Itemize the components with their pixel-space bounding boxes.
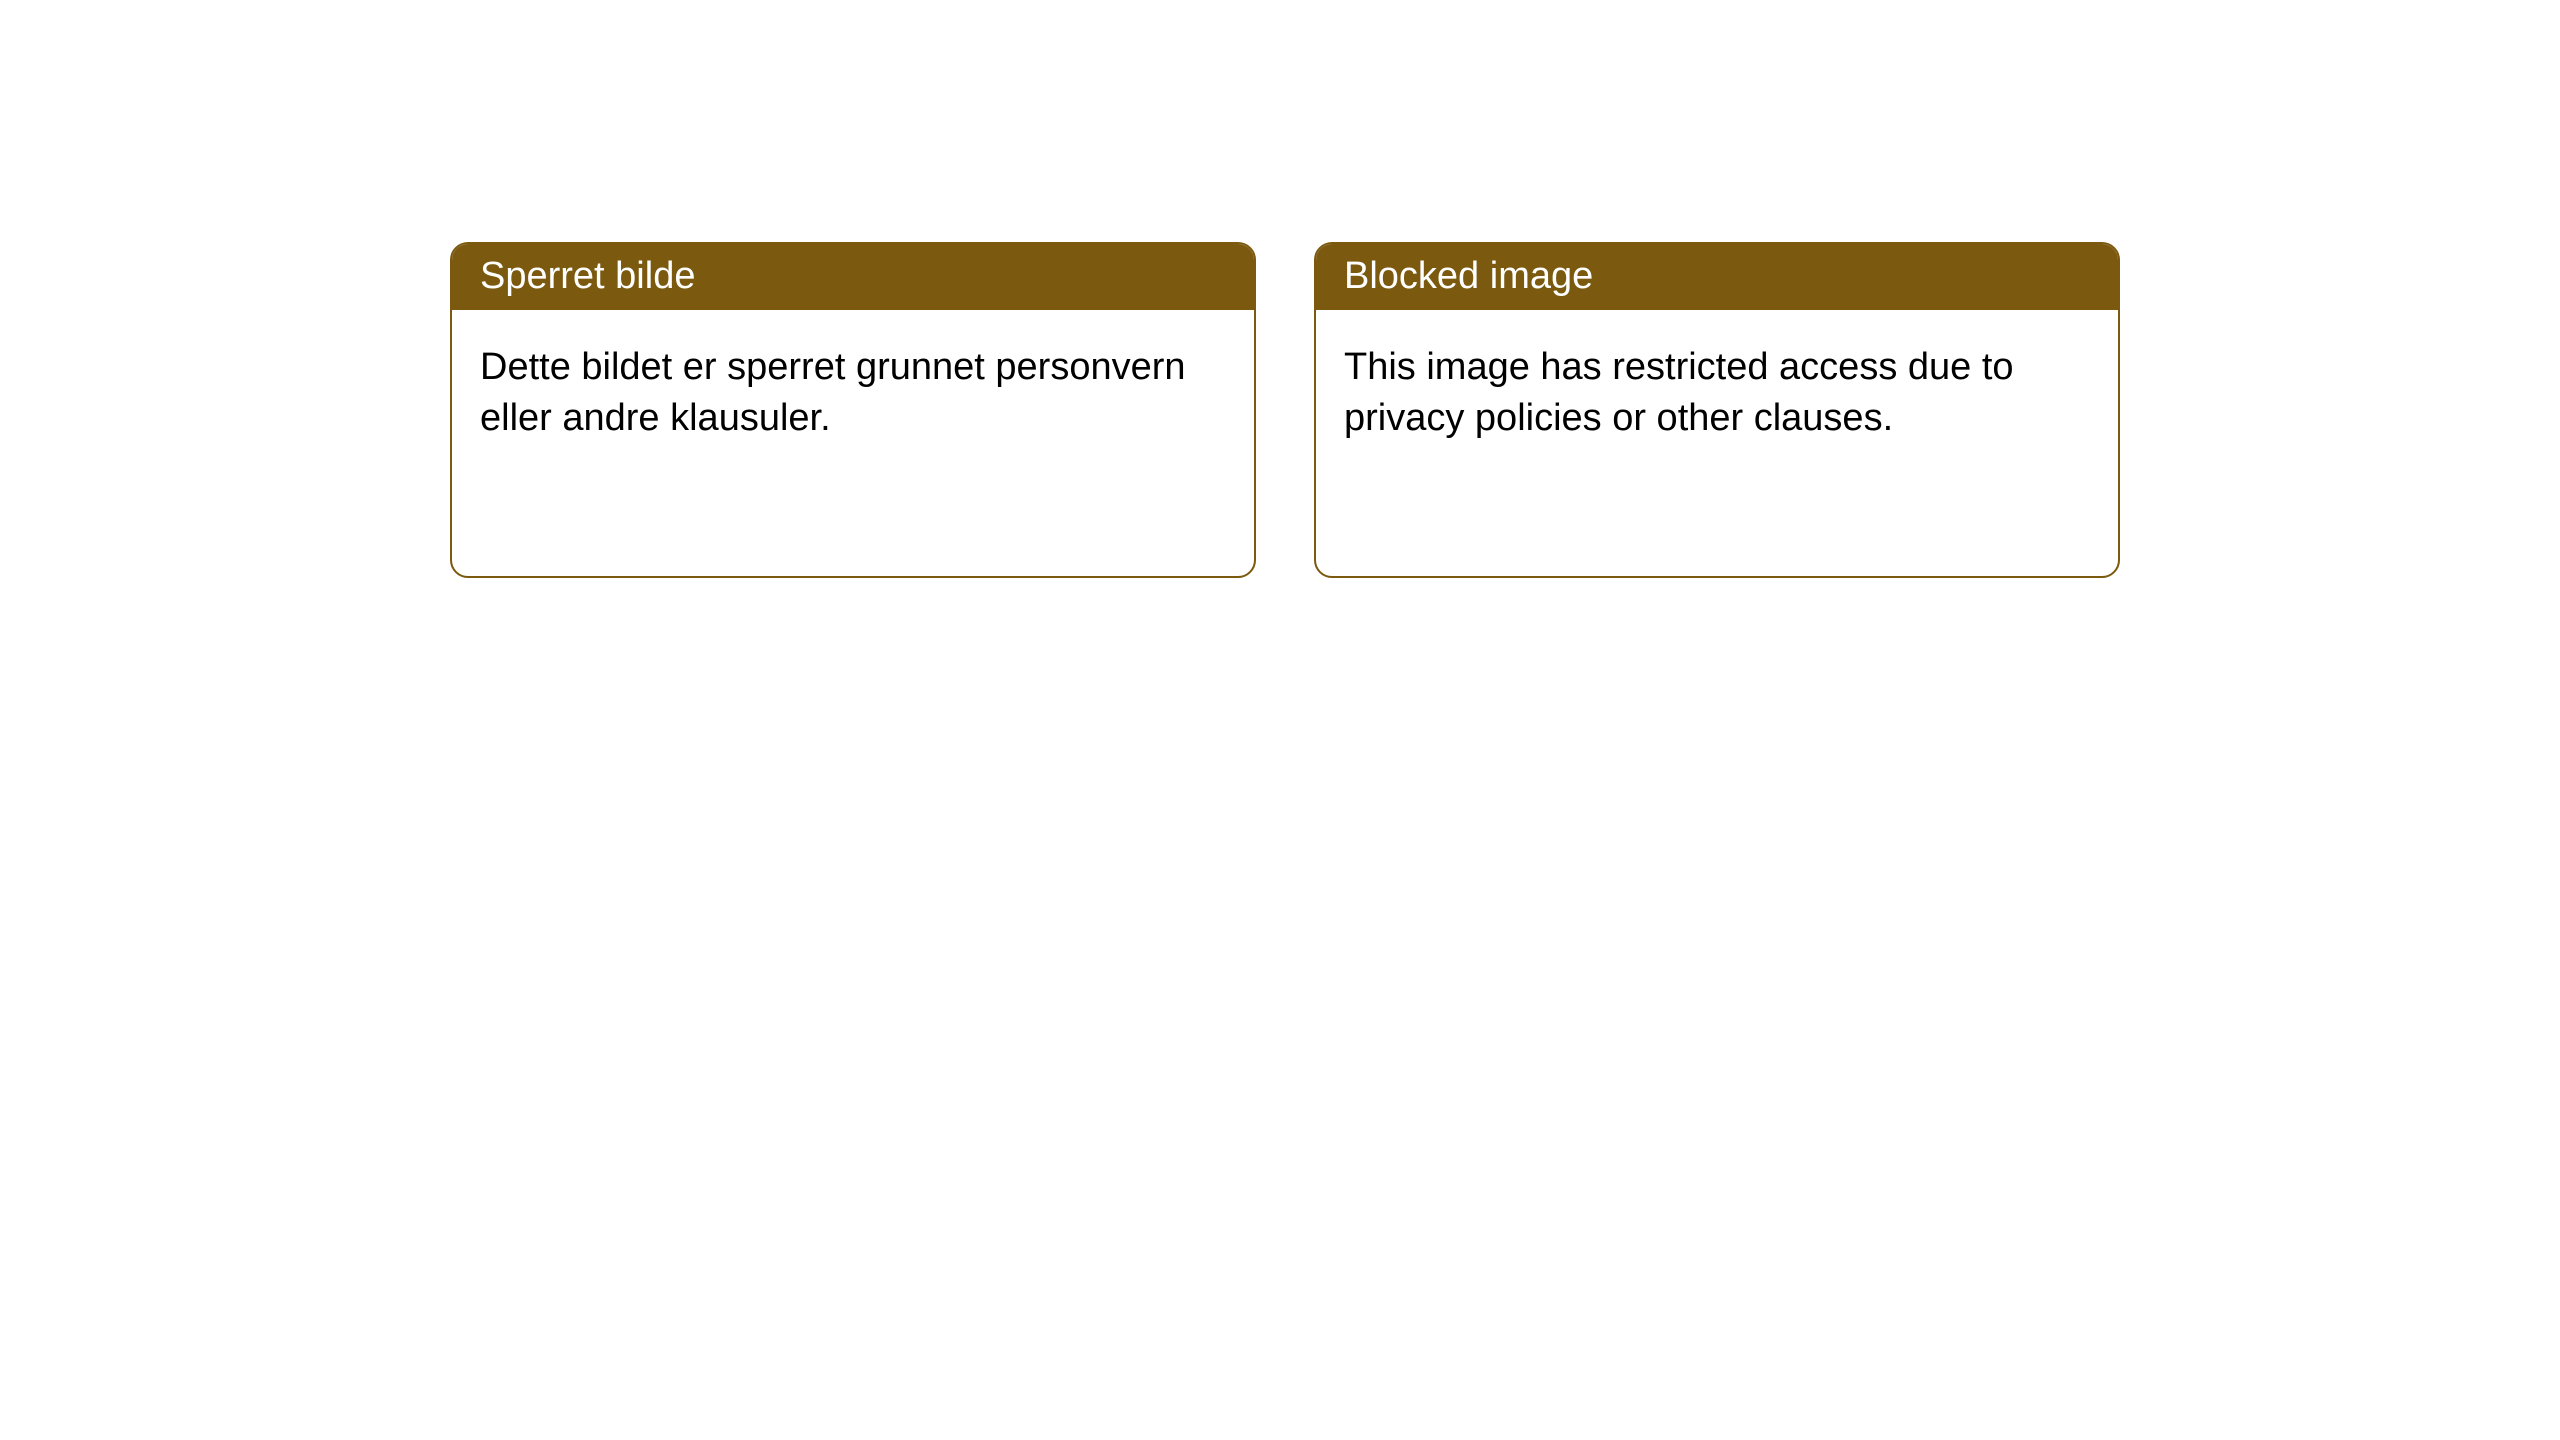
notice-card-norwegian: Sperret bilde Dette bildet er sperret gr… <box>450 242 1256 578</box>
notice-card-body: Dette bildet er sperret grunnet personve… <box>452 310 1254 477</box>
notice-card-title: Sperret bilde <box>452 244 1254 310</box>
notice-card-body: This image has restricted access due to … <box>1316 310 2118 477</box>
notice-card-title: Blocked image <box>1316 244 2118 310</box>
notice-card-english: Blocked image This image has restricted … <box>1314 242 2120 578</box>
notice-container: Sperret bilde Dette bildet er sperret gr… <box>0 0 2560 578</box>
